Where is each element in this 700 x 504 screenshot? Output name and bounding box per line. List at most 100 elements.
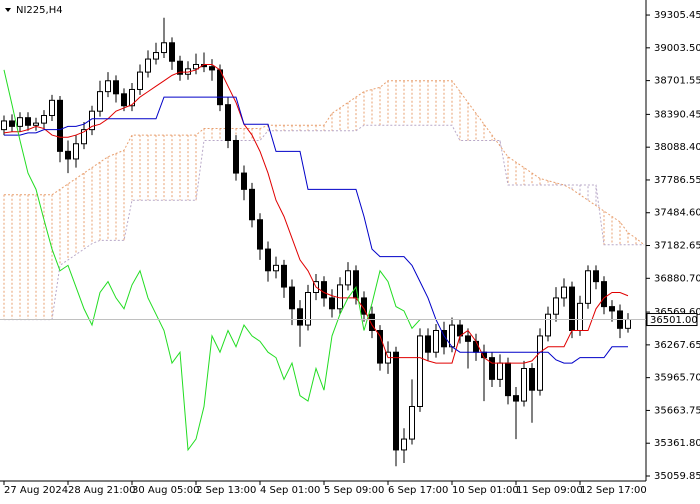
y-tick-label: 35059.85 [654, 471, 700, 482]
x-tick-label: 12 Sep 17:00 [580, 485, 647, 496]
candle-body [41, 115, 47, 124]
candle-body [33, 122, 39, 126]
y-tick-label: 37182.65 [654, 241, 700, 252]
candle-body [497, 362, 503, 380]
candle-body [257, 219, 263, 250]
candle-body [57, 99, 63, 152]
x-tick-label: 11 Sep 09:00 [516, 485, 583, 496]
candle-body [393, 351, 399, 451]
candle-body [489, 357, 495, 380]
candle-body [177, 60, 183, 75]
candle-body [113, 80, 119, 95]
candle-body [513, 395, 519, 402]
candle-body [593, 270, 599, 283]
plot-area [1, 17, 645, 467]
candle-body [585, 270, 591, 304]
candle-body [449, 324, 455, 348]
candle-body [409, 405, 415, 440]
candle-body [601, 281, 607, 308]
candle-body [9, 120, 15, 127]
y-tick-label: 39305.45 [654, 10, 700, 21]
senkou-span-a [4, 80, 645, 246]
candle-body [121, 93, 127, 107]
candle-body [209, 66, 215, 71]
candle-body [169, 42, 175, 62]
x-tick-label: 30 Aug 05:00 [132, 485, 199, 496]
candle-body [129, 88, 135, 107]
candle-body [417, 335, 423, 407]
candle-body [153, 52, 159, 60]
candle-body [305, 291, 311, 326]
y-tick-label: 38390.45 [654, 109, 700, 120]
candle-body [529, 367, 535, 391]
candle-body [561, 286, 567, 299]
y-tick-label: 35361.80 [654, 438, 700, 449]
candle-body [73, 143, 79, 160]
candle-body [105, 80, 111, 93]
senkou-span-b [4, 124, 644, 321]
indicator-line [3, 69, 421, 452]
x-tick-label: 2 Sep 13:00 [196, 485, 256, 496]
y-tick-label: 35965.70 [654, 373, 700, 384]
candle-body [609, 306, 615, 312]
candle-body [81, 129, 87, 145]
candle-body [377, 329, 383, 364]
candle-body [625, 319, 631, 329]
candle-body [545, 313, 551, 337]
x-tick-label: 10 Sep 01:00 [452, 485, 519, 496]
candle-body [49, 99, 55, 117]
candle-body [337, 284, 343, 310]
title-marker [5, 8, 11, 12]
candle-body [17, 117, 23, 127]
candle-body [425, 335, 431, 353]
candle-body [537, 335, 543, 391]
candle-body [521, 367, 527, 402]
candle-body [65, 150, 71, 160]
y-tick-label: 37786.55 [654, 175, 700, 186]
y-tick-label: 36267.65 [654, 340, 700, 351]
candle-body [193, 63, 199, 70]
candle-body [321, 281, 327, 299]
candle-body [241, 172, 247, 190]
candle-body [233, 139, 239, 174]
candle-body [145, 58, 151, 73]
y-tick-label: 35663.75 [654, 405, 700, 416]
candle-body [329, 297, 335, 310]
last-price-box [646, 313, 698, 327]
candle-body [465, 335, 471, 342]
y-tick-label: 37484.60 [654, 208, 700, 219]
x-tick-label: 5 Sep 09:00 [324, 485, 384, 496]
candle-body [137, 71, 143, 90]
last-price-label: 36501.00 [650, 315, 698, 326]
candle-body [577, 302, 583, 331]
y-tick-label: 38088.40 [654, 142, 700, 153]
candle-body [369, 313, 375, 331]
y-tick-label: 36569.60 [654, 307, 700, 318]
candle-body [97, 91, 103, 112]
y-tick-label: 39003.50 [654, 43, 700, 54]
candle-body [249, 188, 255, 221]
chart-title: NI225,H4 [16, 5, 63, 16]
candle-body [345, 270, 351, 286]
candle-body [401, 438, 407, 451]
candle-body [225, 104, 231, 141]
candle-body [473, 340, 479, 353]
candle-body [265, 248, 271, 272]
x-tick-label: 6 Sep 17:00 [388, 485, 448, 496]
candle-body [505, 362, 511, 397]
x-tick-label: 4 Sep 01:00 [260, 485, 320, 496]
candle-body [553, 297, 559, 315]
y-tick-label: 36880.70 [654, 273, 700, 284]
candle-body [1, 120, 7, 131]
candle-body [161, 42, 167, 54]
candle-body [569, 286, 575, 331]
y-tick-label: 38701.55 [654, 76, 700, 87]
candle-body [433, 329, 439, 353]
indicator-line [4, 96, 628, 364]
candle-body [297, 308, 303, 326]
candle-body [217, 69, 223, 106]
candle-body [25, 117, 31, 126]
